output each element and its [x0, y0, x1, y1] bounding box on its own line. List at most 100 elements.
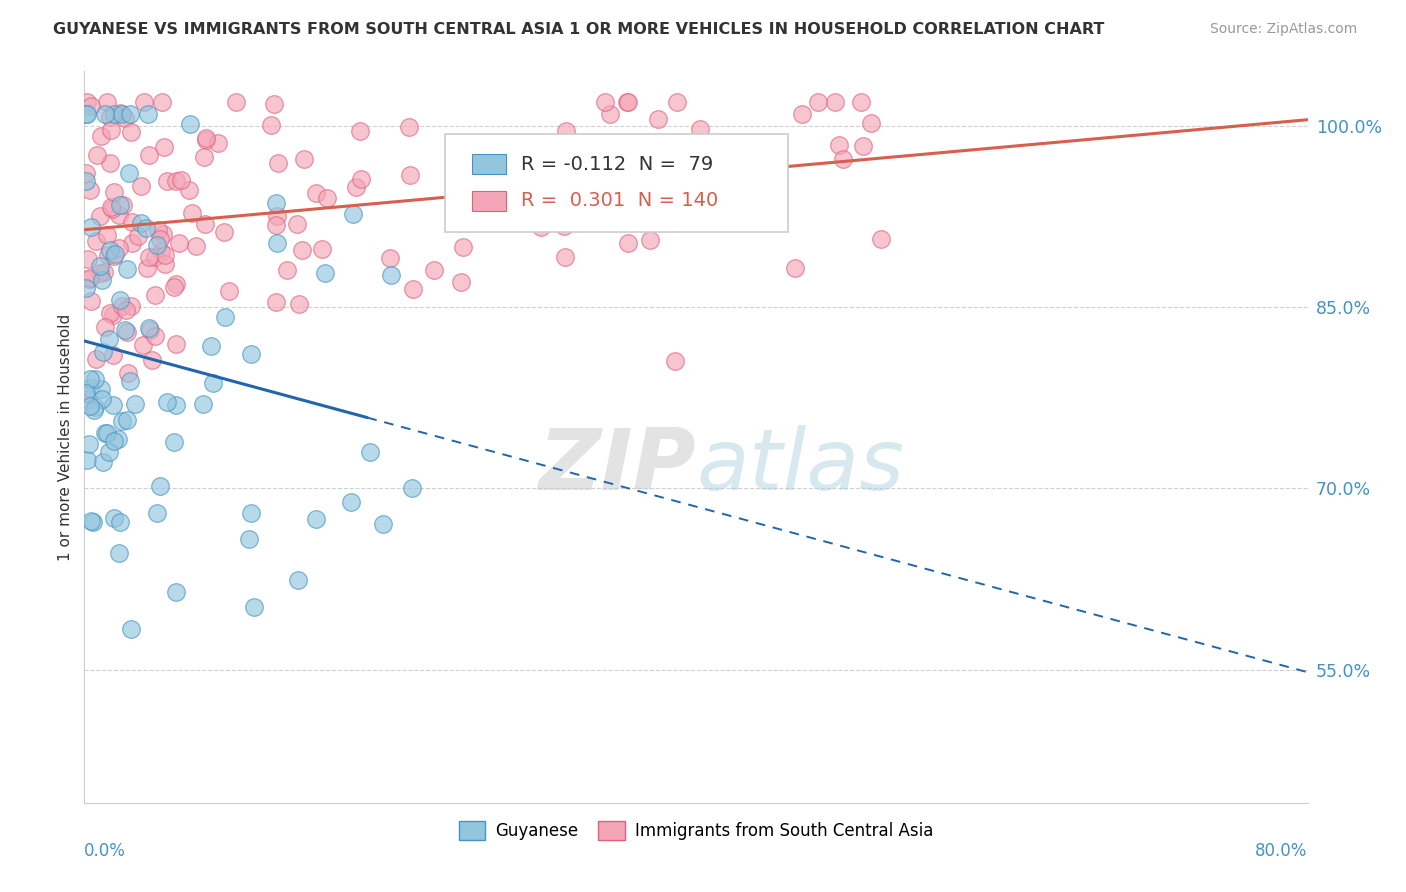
Point [121, 215, 143, 229]
Point [342, 207, 364, 221]
Point [82, 515, 104, 529]
Point [340, 495, 363, 509]
Point [349, 124, 371, 138]
Point [80, 220, 103, 235]
Text: R = -0.112  N =  79: R = -0.112 N = 79 [522, 154, 713, 174]
Point [80, 293, 103, 308]
Text: R =  0.301  N = 140: R = 0.301 N = 140 [522, 191, 718, 211]
Point [96, 95, 118, 109]
Point [76, 453, 98, 467]
Point [696, 182, 718, 196]
Point [792, 107, 814, 121]
Point [101, 348, 124, 362]
Point [75, 386, 97, 401]
Point [401, 481, 423, 495]
Point [156, 395, 179, 409]
Point [165, 398, 187, 412]
Point [77, 252, 100, 266]
Point [75, 174, 97, 188]
Point [214, 310, 236, 324]
Point [212, 225, 235, 239]
Point [111, 299, 134, 313]
Point [291, 243, 314, 257]
Point [285, 217, 308, 231]
Text: atlas: atlas [696, 425, 904, 508]
Point [114, 323, 136, 337]
Point [450, 275, 472, 289]
Point [131, 338, 153, 352]
Point [162, 280, 184, 294]
Point [359, 445, 381, 459]
Point [264, 219, 287, 233]
Point [90, 273, 112, 287]
Point [264, 196, 287, 211]
Point [111, 106, 134, 120]
Point [120, 106, 142, 120]
Point [150, 95, 173, 109]
Point [138, 320, 160, 334]
Point [554, 250, 576, 264]
Point [114, 111, 136, 125]
Point [165, 174, 187, 188]
Point [103, 511, 125, 525]
Point [179, 117, 201, 131]
Point [79, 270, 101, 285]
Point [593, 95, 616, 109]
Point [650, 185, 672, 199]
FancyBboxPatch shape [472, 191, 506, 211]
Point [107, 432, 129, 446]
Point [194, 217, 217, 231]
Point [239, 506, 262, 520]
Point [103, 106, 125, 120]
Point [870, 232, 893, 246]
Point [555, 124, 578, 138]
Point [146, 237, 169, 252]
Point [146, 506, 169, 520]
Point [689, 122, 711, 136]
Point [138, 148, 160, 162]
Point [202, 376, 225, 391]
Point [143, 288, 166, 302]
Point [824, 95, 846, 109]
Point [314, 266, 336, 280]
Point [617, 95, 640, 109]
Point [165, 277, 187, 292]
Point [100, 200, 122, 214]
Point [103, 249, 125, 263]
Point [76, 95, 98, 109]
Point [96, 425, 118, 440]
Point [599, 106, 621, 120]
FancyBboxPatch shape [472, 154, 506, 175]
Point [98, 243, 121, 257]
Point [638, 233, 661, 247]
Point [155, 248, 177, 262]
Point [117, 325, 139, 339]
Point [111, 414, 134, 428]
Point [149, 245, 172, 260]
Point [90, 392, 112, 406]
Point [108, 515, 131, 529]
Point [165, 584, 187, 599]
Point [152, 139, 174, 153]
Point [79, 399, 101, 413]
Point [112, 198, 135, 212]
Text: ZIP: ZIP [538, 425, 696, 508]
Point [463, 153, 485, 167]
Point [315, 190, 337, 204]
Point [114, 303, 136, 318]
Point [536, 153, 558, 168]
Point [98, 156, 121, 170]
Point [100, 110, 122, 124]
Point [93, 319, 115, 334]
Point [311, 242, 333, 256]
Point [98, 332, 121, 346]
Point [121, 299, 143, 313]
Point [98, 445, 121, 459]
Point [186, 239, 208, 253]
Point [93, 265, 115, 279]
Point [402, 282, 425, 296]
Point [218, 285, 240, 299]
Point [90, 382, 112, 396]
Point [110, 197, 132, 211]
Point [131, 178, 153, 193]
